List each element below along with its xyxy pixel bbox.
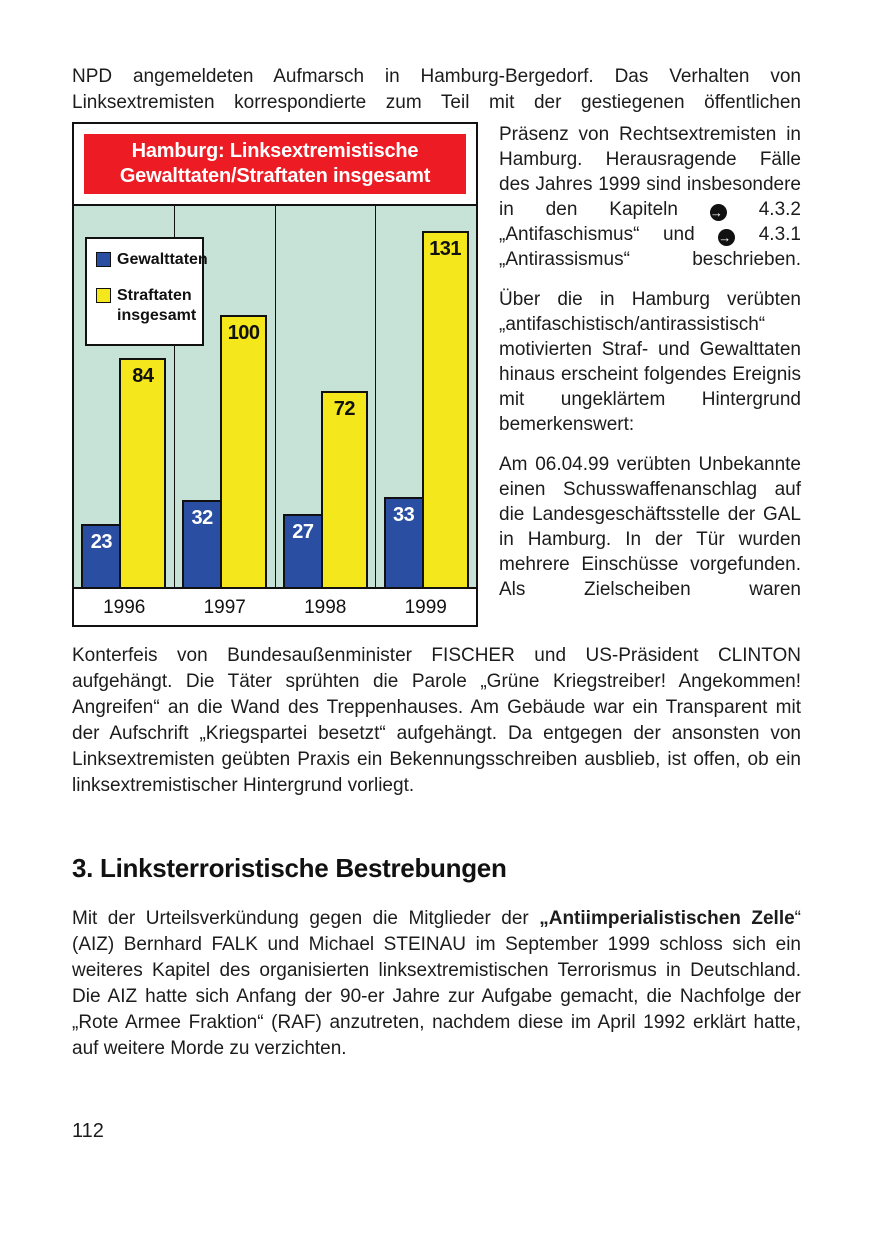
bar-value-label: 32 — [191, 506, 214, 529]
legend-entry-straftaten-insgesamt: Straftaten insgesamt — [96, 286, 197, 326]
right-paragraph-1: Präsenz von Rechtsextremisten in Hamburg… — [499, 124, 801, 270]
bar-value-label: 131 — [429, 237, 462, 260]
bar-value-label: 23 — [90, 531, 113, 554]
chart-group-1998: 27 72 — [276, 206, 377, 587]
bar-straftaten-insgesamt-1999: 131 — [421, 230, 469, 587]
page-number: 112 — [72, 1120, 104, 1142]
bar-straftaten-insgesamt-1997: 100 — [220, 314, 268, 587]
bar-value-label: 100 — [227, 321, 260, 344]
right-paragraph-3: Am 06.04.99 verübten Unbekannte einen Sc… — [499, 454, 801, 600]
section-heading: 3. Linksterroristische Bestrebungen — [72, 853, 507, 883]
crime-statistics-chart: Hamburg: Linksextremistische Gewalttaten… — [72, 122, 478, 627]
x-tick-1998: 1998 — [304, 597, 347, 618]
x-tick-1999: 1999 — [404, 597, 447, 618]
chart-plot: Gewalttaten Straftaten insgesamt 23 84 32 10… — [74, 204, 476, 589]
bar-gewalttaten-1998: 27 — [282, 513, 323, 587]
bar-value-label: 33 — [393, 504, 415, 527]
legend-swatch-icon — [96, 288, 111, 303]
wrapped-text-column: Präsenz von Rechtsextremisten in Hamburg… — [499, 122, 801, 617]
bold-term-aiz: „Antiimperialistischen Zelle — [539, 908, 795, 929]
figure-row: Hamburg: Linksextremistische Gewalttaten… — [72, 122, 801, 627]
continuation-paragraph: Konterfeis von Bundesaußenminister FISCH… — [72, 645, 801, 796]
chart-legend: Gewalttaten Straftaten insgesamt — [85, 237, 208, 346]
bar-gewalttaten-1997: 32 — [182, 499, 223, 587]
bar-value-label: 72 — [333, 398, 356, 421]
chart-group-1997: 32 100 — [175, 206, 276, 587]
legend-label: Straftaten insgesamt — [117, 287, 197, 324]
bar-value-label: 27 — [292, 520, 314, 543]
legend-label: Gewalttaten — [117, 251, 208, 268]
bar-gewalttaten-1999: 33 — [383, 497, 424, 587]
chart-group-1996: 23 84 — [74, 206, 175, 587]
chapter-reference-icon: → — [709, 204, 727, 221]
right-paragraph-2: Über die in Hamburg verübten „antifaschi… — [499, 289, 801, 435]
chapter-reference-icon: → — [718, 229, 736, 246]
bar-gewalttaten-1996: 23 — [81, 524, 122, 587]
intro-paragraph: NPD angemeldeten Aufmarsch in Hamburg-Be… — [72, 66, 801, 113]
legend-swatch-icon — [96, 252, 111, 267]
bar-value-label: 84 — [132, 365, 154, 388]
section-paragraph: Mit der Urteilsverkündung gegen die Mitg… — [72, 908, 801, 1059]
x-tick-1997: 1997 — [203, 597, 246, 618]
bar-straftaten-insgesamt-1998: 72 — [320, 391, 368, 587]
chart-title: Hamburg: Linksextremistische Gewalttaten… — [84, 134, 466, 194]
x-tick-1996: 1996 — [103, 597, 146, 618]
bar-straftaten-insgesamt-1996: 84 — [119, 358, 167, 587]
chart-group-1999: 33 131 — [376, 206, 476, 587]
chart-x-axis: 1996 1997 1998 1999 — [74, 589, 476, 625]
document-page: NPD angemeldeten Aufmarsch in Hamburg-Be… — [72, 66, 801, 1142]
legend-entry-gewalttaten: Gewalttaten — [96, 250, 208, 270]
